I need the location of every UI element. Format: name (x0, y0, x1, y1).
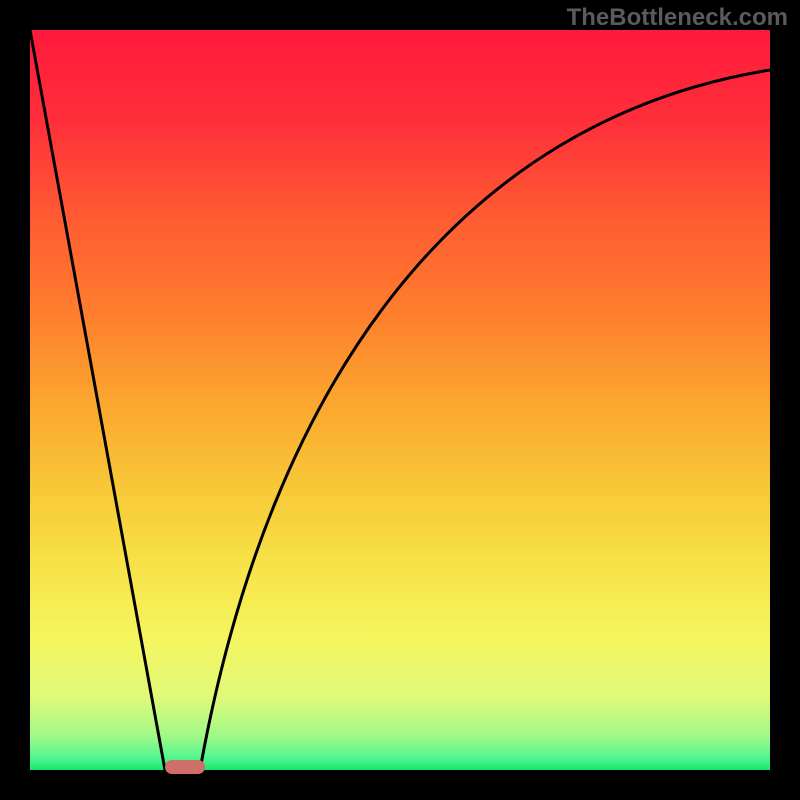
chart-container: { "watermark": { "text": "TheBottleneck.… (0, 0, 800, 800)
watermark-text: TheBottleneck.com (567, 4, 788, 32)
bottleneck-marker (165, 760, 205, 774)
bottleneck-chart (0, 0, 800, 800)
plot-area (30, 30, 770, 770)
